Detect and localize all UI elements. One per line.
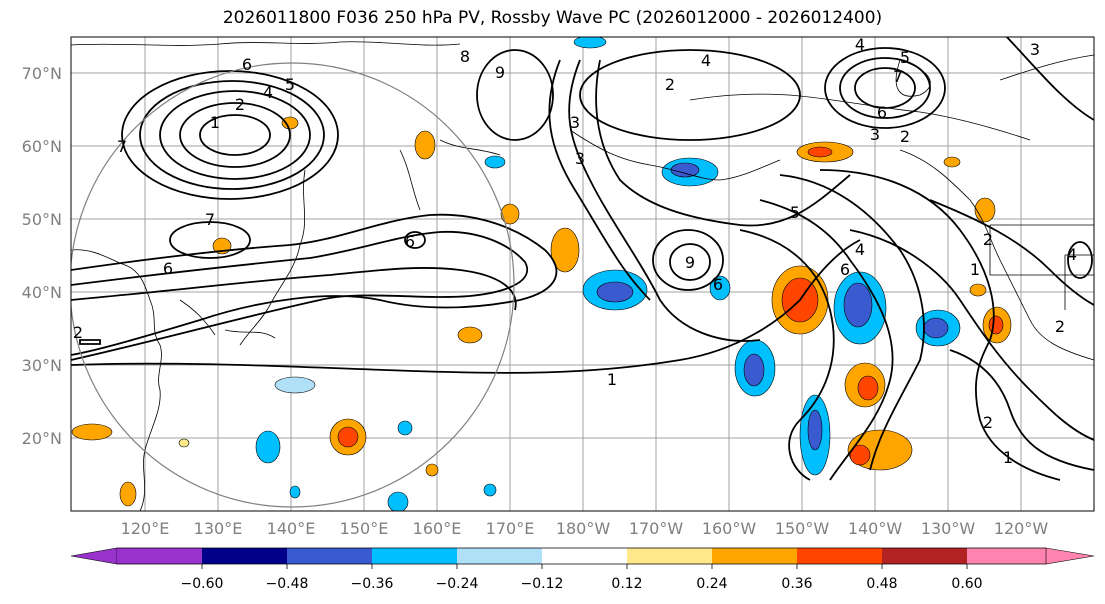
lon-label: 120°E (121, 519, 170, 538)
contour-label: 4 (701, 51, 711, 70)
colorbar-max-arrow (1045, 547, 1095, 565)
lon-label: 160°E (413, 519, 462, 538)
contour-label: 3 (570, 113, 580, 132)
contour-label: 5 (900, 48, 910, 67)
contour-label: 3 (575, 149, 585, 168)
contour-label: 3 (1030, 40, 1040, 59)
lat-label: 30°N (22, 356, 62, 375)
lon-label: 120°W (994, 519, 1049, 538)
coastlines (71, 41, 1094, 511)
colorbar-swatch (882, 548, 967, 564)
contour-label: 6 (713, 275, 723, 294)
contour-label: 2 (73, 323, 83, 342)
colorbar: −0.60 −0.48 −0.36 −0.24 −0.12 0.12 0.24 … (70, 547, 1095, 592)
contour-label: 5 (790, 203, 800, 222)
contour-label: 6 (405, 232, 415, 251)
colorbar-swatch (542, 548, 627, 564)
lon-label: 160°W (702, 519, 757, 538)
map-title: 2026011800 F036 250 hPa PV, Rossby Wave … (222, 8, 883, 28)
lat-label: 40°N (22, 283, 62, 302)
map-frame (70, 36, 1095, 512)
contour-label: 2 (1055, 317, 1065, 336)
colorbar-swatch (117, 548, 202, 564)
colorbar-swatch (287, 548, 372, 564)
lat-label: 50°N (22, 210, 62, 229)
lon-label: 130°W (921, 519, 976, 538)
lat-label: 70°N (22, 64, 62, 83)
lon-label: 150°W (775, 519, 830, 538)
graticule (71, 37, 1094, 511)
contour-label: 8 (460, 47, 470, 66)
colorbar-min-arrow (70, 547, 118, 565)
lat-label: 60°N (22, 137, 62, 156)
contour-label: 2 (235, 95, 245, 114)
colorbar-tick-label: −0.60 (181, 576, 224, 592)
colorbar-swatch (967, 548, 1046, 564)
colorbar-swatch (372, 548, 457, 564)
contour-label: 9 (495, 63, 505, 82)
lon-label: 150°E (340, 519, 389, 538)
contour-label: 6 (242, 55, 252, 74)
colorbar-tick-label: 0.36 (781, 576, 812, 592)
lon-label: 170°W (629, 519, 684, 538)
pv-anomaly-fills (71, 37, 1012, 511)
contour-label: 1 (210, 113, 220, 132)
colorbar-tick-label: 0.48 (866, 576, 897, 592)
colorbar-tick-label: −0.24 (436, 576, 479, 592)
contour-label: 4 (855, 35, 865, 54)
contour-label: 6 (163, 259, 173, 278)
colorbar-swatch (457, 548, 542, 564)
contour-label: 2 (665, 75, 675, 94)
lon-label: 140°W (848, 519, 903, 538)
contour-label: 7 (117, 137, 127, 156)
contour-label: 1 (970, 260, 980, 279)
contour-label: 2 (983, 413, 993, 432)
contour-label: 7 (205, 210, 215, 229)
colorbar-swatch (797, 548, 882, 564)
lon-label: 180°W (556, 519, 611, 538)
colorbar-swatch (202, 548, 287, 564)
radius-circle (71, 62, 515, 508)
lat-label: 20°N (22, 429, 62, 448)
colorbar-swatch (627, 548, 712, 564)
contour-label: 4 (855, 240, 865, 259)
contour-label: 9 (685, 253, 695, 272)
contour-label: 2 (900, 127, 910, 146)
contour-label: 4 (263, 83, 273, 102)
lon-label: 130°E (194, 519, 243, 538)
colorbar-tick-label: −0.12 (521, 576, 564, 592)
colorbar-tick-label: 0.24 (696, 576, 727, 592)
contour-label: 4 (1067, 245, 1077, 264)
contour-label: 5 (285, 75, 295, 94)
contour-label: 1 (1003, 448, 1013, 467)
contour-label: 1 (607, 370, 617, 389)
colorbar-tick-label: 0.12 (611, 576, 642, 592)
lon-label: 170°E (486, 519, 535, 538)
contour-label: 2 (983, 230, 993, 249)
contour-label: 6 (877, 103, 887, 122)
lon-label: 140°E (267, 519, 316, 538)
colorbar-tick-label: 0.60 (951, 576, 982, 592)
contour-label: 7 (893, 67, 903, 86)
colorbar-tick-label: −0.36 (351, 576, 394, 592)
colorbar-swatch (712, 548, 797, 564)
pv-contours (71, 37, 1094, 481)
contour-label-group: 6 5 4 2 1 7 7 6 2 8 9 6 4 3 3 2 4 5 7 6 … (73, 35, 1077, 467)
colorbar-tick-label: −0.48 (266, 576, 309, 592)
contour-label: 6 (840, 260, 850, 279)
contour-label: 3 (870, 125, 880, 144)
